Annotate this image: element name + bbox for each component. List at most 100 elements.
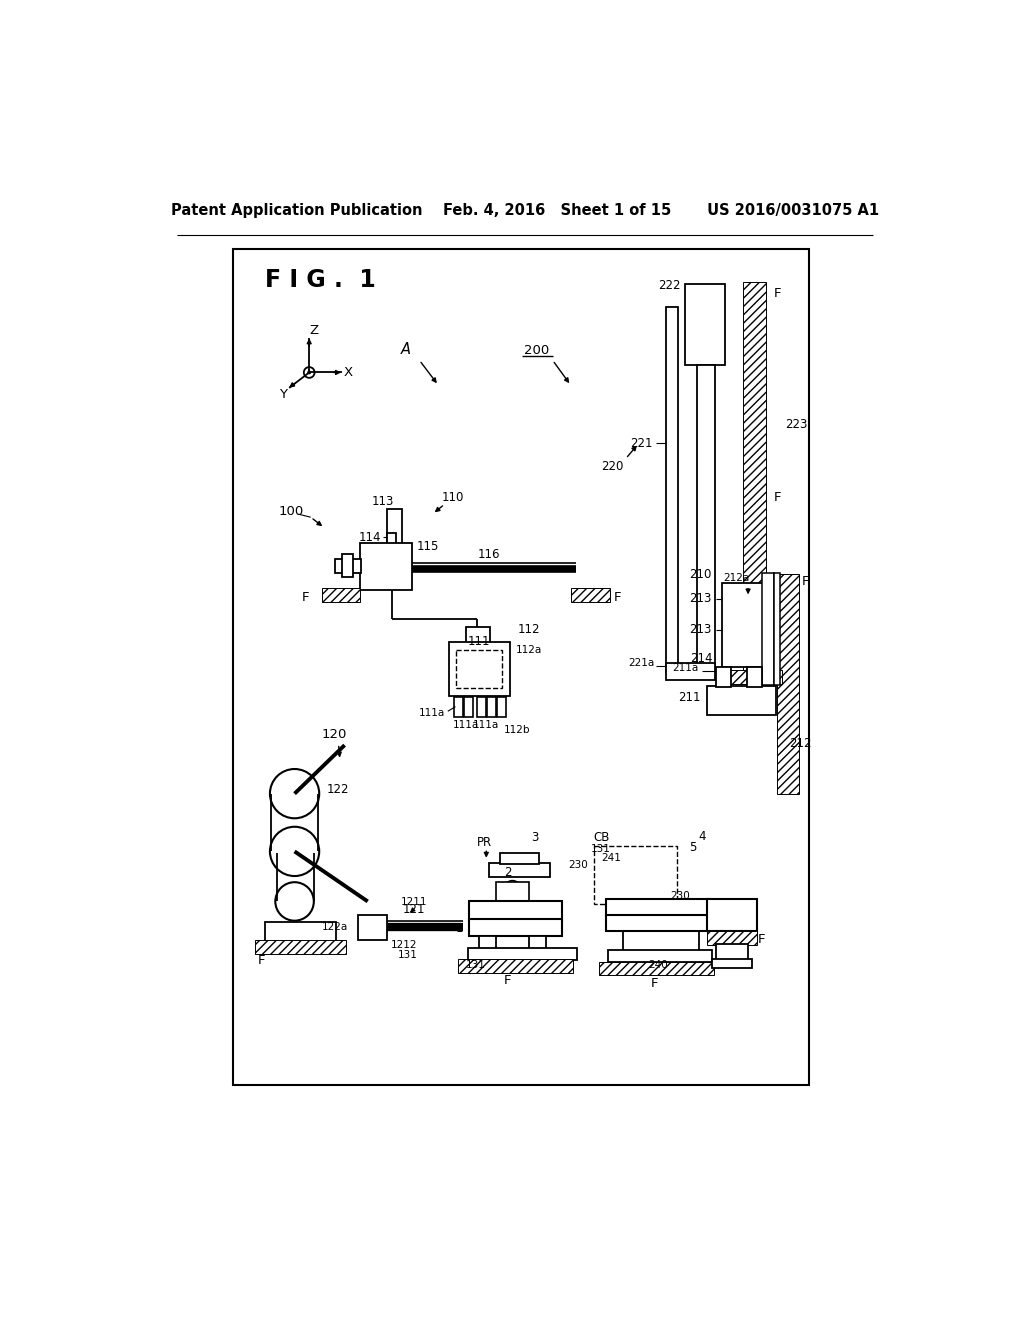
Text: 112a: 112a xyxy=(515,644,542,655)
Bar xyxy=(466,627,490,644)
Bar xyxy=(469,919,562,936)
Text: A: A xyxy=(401,342,412,356)
Bar xyxy=(487,697,497,717)
Circle shape xyxy=(503,880,521,899)
Bar xyxy=(712,960,752,969)
Text: 2: 2 xyxy=(504,866,512,879)
Bar xyxy=(528,936,546,950)
Bar xyxy=(497,697,506,717)
Bar xyxy=(742,281,766,675)
Bar xyxy=(357,915,387,940)
Bar xyxy=(454,697,463,717)
Text: F: F xyxy=(302,591,309,603)
Bar xyxy=(707,899,757,932)
Bar xyxy=(606,899,711,916)
Text: 122a: 122a xyxy=(322,921,348,932)
Bar xyxy=(322,589,360,602)
Text: 131: 131 xyxy=(466,961,485,970)
Text: F: F xyxy=(650,977,657,990)
Bar xyxy=(606,915,711,932)
Text: 115: 115 xyxy=(417,540,439,553)
Bar xyxy=(496,882,529,902)
Text: 211: 211 xyxy=(678,690,700,704)
Text: 4: 4 xyxy=(698,829,706,842)
Text: 240: 240 xyxy=(648,961,668,970)
Bar xyxy=(458,960,573,973)
Text: F: F xyxy=(802,576,810,589)
Bar xyxy=(722,669,782,684)
Text: 111a: 111a xyxy=(453,721,478,730)
Bar xyxy=(746,667,762,688)
Bar xyxy=(360,544,413,590)
Text: 131: 131 xyxy=(590,843,610,854)
Text: 112b: 112b xyxy=(504,725,530,735)
Text: 221: 221 xyxy=(630,437,652,450)
Circle shape xyxy=(307,371,310,374)
Text: 100: 100 xyxy=(279,504,303,517)
Bar xyxy=(594,846,677,904)
Text: CB: CB xyxy=(594,832,610,843)
Bar xyxy=(265,923,336,941)
Bar xyxy=(716,944,749,961)
Text: 1212: 1212 xyxy=(391,940,417,950)
Bar xyxy=(233,249,809,1085)
Text: 121: 121 xyxy=(402,903,425,916)
Text: F: F xyxy=(258,954,265,968)
Bar xyxy=(500,853,539,865)
Bar xyxy=(387,508,402,577)
Text: X: X xyxy=(344,366,353,379)
Bar xyxy=(707,931,757,945)
Text: F: F xyxy=(773,491,781,504)
Bar xyxy=(335,558,360,573)
Bar xyxy=(707,686,776,715)
Circle shape xyxy=(270,826,319,876)
Text: 212: 212 xyxy=(788,737,811,750)
Bar xyxy=(488,863,550,876)
Bar xyxy=(599,961,714,975)
Text: 230: 230 xyxy=(568,861,588,870)
Text: F: F xyxy=(504,974,512,987)
Text: 214: 214 xyxy=(690,652,713,665)
Text: 211a: 211a xyxy=(673,663,698,673)
Text: 5: 5 xyxy=(689,841,696,854)
Text: 114: 114 xyxy=(358,531,381,544)
Text: 210: 210 xyxy=(689,568,712,581)
Bar xyxy=(773,573,779,685)
Text: Z: Z xyxy=(309,325,318,338)
Text: PR: PR xyxy=(477,836,493,849)
Bar xyxy=(722,583,774,667)
Circle shape xyxy=(304,367,314,378)
Bar xyxy=(477,697,486,717)
Bar xyxy=(468,948,578,960)
Text: 200: 200 xyxy=(523,345,549,358)
Text: 131: 131 xyxy=(397,950,418,961)
Bar xyxy=(696,364,715,673)
Bar xyxy=(255,940,346,954)
Bar xyxy=(777,574,799,793)
Bar xyxy=(342,554,353,577)
Bar xyxy=(666,308,678,673)
Text: 220: 220 xyxy=(601,459,624,473)
Text: 223: 223 xyxy=(785,417,808,430)
Bar xyxy=(387,533,396,557)
Text: 241: 241 xyxy=(601,853,621,862)
Text: 112: 112 xyxy=(518,623,541,636)
Bar xyxy=(479,936,497,950)
Text: 213: 213 xyxy=(689,623,712,636)
Bar xyxy=(464,697,473,717)
Text: F: F xyxy=(758,933,766,946)
Bar xyxy=(666,663,715,680)
Circle shape xyxy=(275,882,313,921)
Text: F I G .  1: F I G . 1 xyxy=(265,268,376,292)
Text: 111a: 111a xyxy=(419,708,444,718)
Bar xyxy=(716,667,731,688)
Bar xyxy=(457,649,503,688)
Circle shape xyxy=(270,770,319,818)
Text: 113: 113 xyxy=(372,495,394,508)
Bar xyxy=(762,573,774,685)
Text: 213: 213 xyxy=(689,593,712,606)
Text: 212a: 212a xyxy=(724,573,750,583)
Text: 221a: 221a xyxy=(628,657,654,668)
Text: 120: 120 xyxy=(322,727,347,741)
Bar xyxy=(608,950,712,962)
